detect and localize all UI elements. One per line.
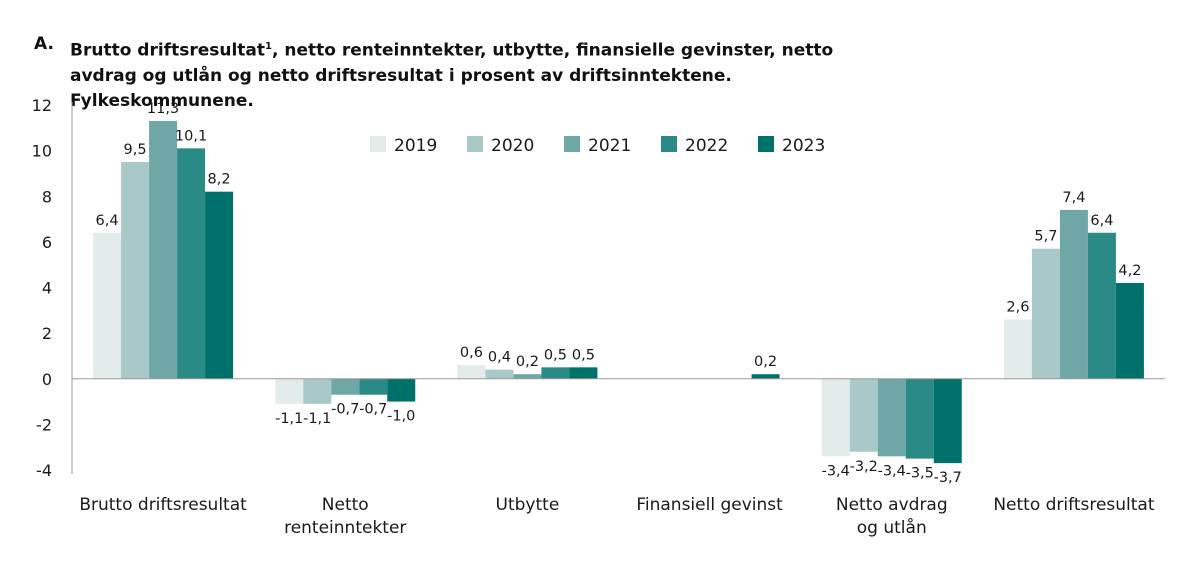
data-label: 6,4: [96, 213, 119, 229]
data-label: -3,4: [822, 463, 850, 479]
legend-swatch-2021: [564, 136, 580, 152]
x-category-label: Utbytte: [496, 495, 560, 515]
bar-2019: [1003, 319, 1032, 379]
data-label: 11,3: [147, 101, 179, 117]
data-label: -1,0: [387, 409, 415, 425]
y-tick-label: 12: [32, 96, 52, 115]
bar-2023: [205, 191, 234, 379]
x-category-label: Netto: [322, 495, 369, 515]
data-label: -0,7: [359, 402, 387, 418]
legend-label: 2020: [491, 136, 534, 156]
data-label: -1,1: [275, 411, 303, 427]
bar-2023: [387, 378, 416, 402]
data-label: 0,2: [516, 354, 539, 370]
bar-2021: [331, 378, 360, 395]
bar-2020: [121, 162, 150, 379]
y-tick-label: -4: [36, 461, 52, 480]
bar-2021: [1059, 209, 1088, 379]
data-label: 0,5: [544, 347, 567, 363]
panel-letter: A.: [34, 34, 54, 54]
data-label: -0,7: [331, 402, 359, 418]
data-label: 7,4: [1062, 190, 1085, 206]
data-label: 9,5: [124, 142, 147, 158]
data-label: 2,6: [1006, 299, 1029, 315]
data-label: 0,5: [572, 347, 595, 363]
legend-swatch-2020: [467, 136, 483, 152]
x-category-label: Netto driftsresultat: [993, 495, 1155, 515]
bar-2020: [303, 378, 332, 404]
x-category-label: og utlån: [857, 517, 927, 538]
data-label: -3,4: [878, 463, 906, 479]
legend-label: 2022: [685, 136, 728, 156]
bar-2019: [821, 378, 850, 457]
data-label: 0,6: [460, 345, 483, 361]
bar-2021: [513, 374, 542, 379]
y-tick-label: 10: [32, 142, 52, 161]
bar-2023: [1115, 282, 1144, 379]
data-label: 6,4: [1090, 213, 1113, 229]
bar-2023: [751, 374, 780, 379]
data-label: -3,2: [850, 459, 878, 475]
data-label: 0,2: [754, 354, 777, 370]
bar-2019: [275, 378, 304, 404]
bar-2022: [905, 378, 934, 459]
chart-title: Brutto driftsresultat1, netto renteinnte…: [70, 34, 850, 114]
legend-label: 2021: [588, 136, 631, 156]
bar-2022: [541, 367, 570, 379]
bar-2019: [93, 232, 122, 379]
y-tick-label: 0: [42, 370, 52, 389]
legend-swatch-2023: [758, 136, 774, 152]
data-label: 10,1: [175, 128, 207, 144]
bar-2022: [177, 148, 206, 379]
y-tick-label: 4: [42, 279, 52, 298]
data-label: -3,7: [934, 470, 962, 486]
y-tick-label: -2: [36, 415, 52, 434]
x-category-label: Brutto driftsresultat: [79, 495, 247, 515]
data-label: -1,1: [303, 411, 331, 427]
legend-swatch-2019: [370, 136, 386, 152]
legend-label: 2019: [394, 136, 437, 156]
bar-2020: [849, 378, 878, 452]
data-label: 4,2: [1118, 263, 1141, 279]
legend-swatch-2022: [661, 136, 677, 152]
bar-2020: [1031, 248, 1060, 379]
bar-2023: [569, 367, 598, 379]
data-label: 0,4: [488, 350, 511, 366]
chart-title-main: Brutto driftsresultat: [70, 40, 266, 61]
x-category-label: Finansiell gevinst: [636, 495, 783, 515]
y-tick-label: 6: [42, 233, 52, 252]
bar-2021: [149, 120, 178, 379]
bar-2020: [485, 369, 514, 379]
data-label: 8,2: [208, 172, 231, 188]
bar-2021: [877, 378, 906, 457]
bar-2019: [457, 365, 486, 379]
bar-2022: [1087, 232, 1116, 379]
data-label: 5,7: [1034, 229, 1057, 245]
chart-title-rest: , netto renteinntekter, utbytte, finansi…: [70, 40, 834, 111]
chart-title-footnote-mark: 1: [265, 41, 272, 52]
y-tick-label: 2: [42, 324, 52, 343]
legend-label: 2023: [782, 136, 825, 156]
bar-2022: [359, 378, 388, 395]
x-category-label: Netto avdrag: [836, 495, 948, 515]
bar-2023: [933, 378, 962, 464]
y-tick-label: 8: [42, 187, 52, 206]
x-category-label: renteinntekter: [284, 518, 406, 538]
data-label: -3,5: [906, 466, 934, 482]
